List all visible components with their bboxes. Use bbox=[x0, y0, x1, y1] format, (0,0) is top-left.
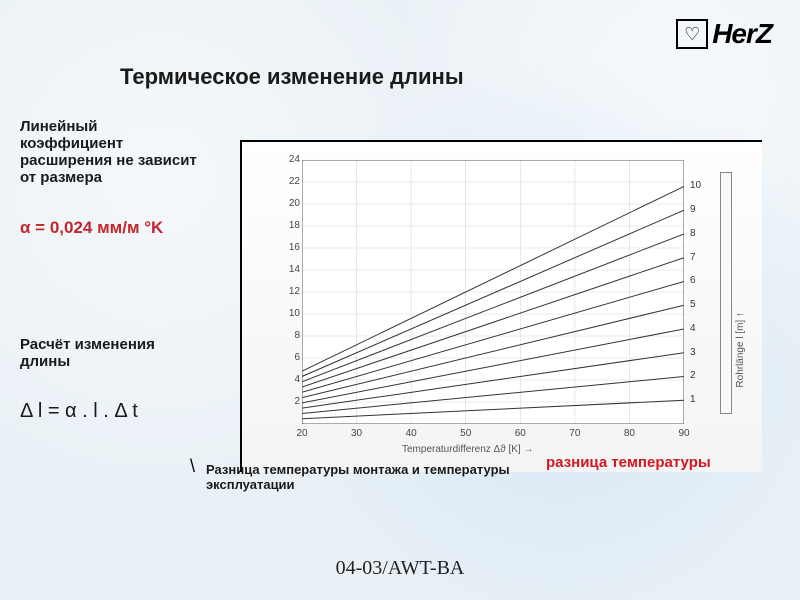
slide-code: 04-03/AWT-BA bbox=[0, 557, 800, 580]
series-end-label: 9 bbox=[690, 204, 708, 215]
calc-paragraph: Расчёт изменения длины bbox=[20, 336, 200, 370]
temp-diff-label: разница температуры bbox=[546, 454, 711, 471]
heart-icon: ♡ bbox=[676, 19, 708, 49]
coeff-paragraph: Линейный коэффициент расширения не завис… bbox=[20, 118, 200, 186]
y-tick-label: 18 bbox=[280, 220, 300, 231]
x-tick-label: 90 bbox=[672, 428, 696, 439]
brand-logo: ♡ HerZ bbox=[676, 18, 772, 50]
y-tick-label: 12 bbox=[280, 286, 300, 297]
alpha-value: α = 0,024 мм/м °K bbox=[20, 218, 200, 238]
series-end-label: 4 bbox=[690, 323, 708, 334]
y-tick-label: 14 bbox=[280, 264, 300, 275]
series-end-label: 3 bbox=[690, 347, 708, 358]
x-tick-label: 50 bbox=[454, 428, 478, 439]
backslash-icon: \ bbox=[190, 456, 195, 477]
x-tick-label: 20 bbox=[290, 428, 314, 439]
y-tick-label: 2 bbox=[280, 396, 300, 407]
page-title: Термическое изменение длины bbox=[120, 64, 464, 90]
series-end-label: 7 bbox=[690, 252, 708, 263]
series-end-label: 5 bbox=[690, 299, 708, 310]
y-tick-label: 16 bbox=[280, 242, 300, 253]
y-tick-label: 4 bbox=[280, 374, 300, 385]
x-tick-label: 30 bbox=[345, 428, 369, 439]
x-tick-label: 80 bbox=[617, 428, 641, 439]
y-tick-label: 8 bbox=[280, 330, 300, 341]
line-chart bbox=[302, 160, 684, 424]
y-tick-label: 6 bbox=[280, 352, 300, 363]
formula-text: Δ l = α . l . Δ t bbox=[20, 400, 200, 423]
chart-inner: Rohrlänge l [m] ↑ Temperaturdifferenz Δϑ… bbox=[242, 142, 762, 472]
series-end-label: 1 bbox=[690, 394, 708, 405]
footnote-text: Разница температуры монтажа и температур… bbox=[206, 462, 526, 492]
x-tick-label: 60 bbox=[508, 428, 532, 439]
series-end-label: 8 bbox=[690, 228, 708, 239]
brand-name: HerZ bbox=[712, 18, 772, 50]
x-tick-label: 40 bbox=[399, 428, 423, 439]
y-tick-label: 10 bbox=[280, 308, 300, 319]
y-tick-label: 22 bbox=[280, 176, 300, 187]
right-scale-box bbox=[720, 172, 732, 414]
chart-container: Rohrlänge l [m] ↑ Temperaturdifferenz Δϑ… bbox=[240, 140, 762, 472]
series-end-label: 6 bbox=[690, 275, 708, 286]
y-label-german: Rohrlänge l [m] ↑ bbox=[735, 312, 746, 388]
x-label-german: Temperaturdifferenz Δϑ [K] → bbox=[402, 444, 533, 455]
series-end-label: 2 bbox=[690, 370, 708, 381]
series-end-label: 10 bbox=[690, 180, 708, 191]
y-tick-label: 20 bbox=[280, 198, 300, 209]
y-tick-label: 24 bbox=[280, 154, 300, 165]
x-tick-label: 70 bbox=[563, 428, 587, 439]
